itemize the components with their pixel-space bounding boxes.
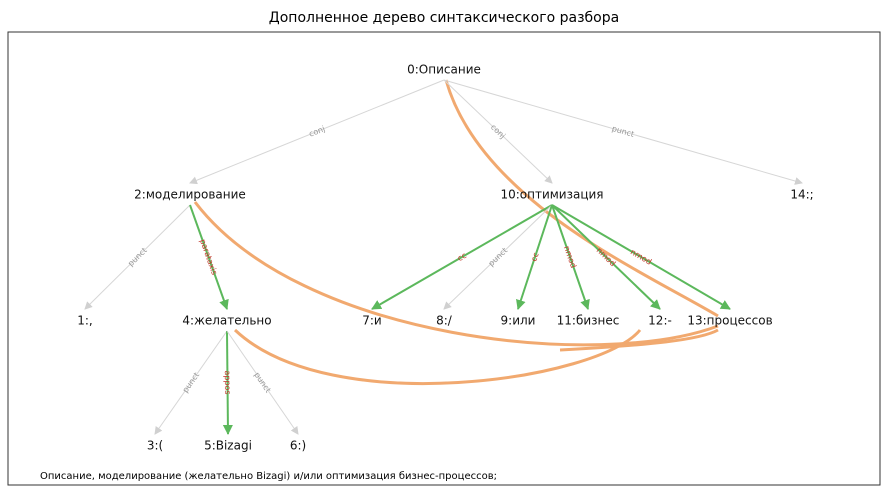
node-label: 13:процессов — [687, 314, 772, 328]
nodes: 0:Описание 1:, 2:моделирование 3:( 4:желател… — [77, 63, 813, 453]
frame — [7, 31, 881, 486]
edge — [443, 79, 553, 184]
edge-label: parataxis — [198, 238, 219, 276]
title: Дополненное дерево синтаксического разбо… — [269, 10, 619, 26]
node-label: 2:моделирование — [134, 188, 246, 202]
edge — [189, 79, 445, 185]
link — [559, 328, 719, 352]
edge — [551, 204, 590, 310]
link — [444, 79, 719, 318]
edge-label: punct — [252, 371, 272, 395]
edge-label: punct — [611, 124, 635, 139]
edge — [551, 204, 661, 310]
node-label: 7:и — [362, 314, 381, 328]
edge — [222, 330, 233, 435]
node-label: 12:- — [648, 314, 672, 328]
edge — [226, 330, 299, 435]
node-label: 5:Bizagi — [204, 439, 252, 453]
node-label: 14:; — [790, 188, 813, 202]
node-label: 0:Описание — [407, 63, 481, 77]
node-label: 9:или — [501, 314, 536, 328]
edge — [443, 79, 803, 185]
edge — [189, 204, 229, 310]
caption: Описание, моделирование (желательно Biza… — [40, 471, 497, 482]
edge-label: punct — [181, 371, 201, 395]
edge-label: conj — [308, 124, 327, 139]
link — [233, 328, 642, 385]
edge-label: appos — [223, 370, 232, 394]
edge-label: cc — [529, 251, 540, 262]
edge — [516, 204, 553, 310]
node-label: 4:желательно — [182, 314, 271, 328]
edge — [84, 204, 191, 310]
node-label: 8:/ — [436, 314, 453, 328]
edge-label: punct — [487, 246, 510, 268]
edge — [154, 330, 228, 435]
link — [193, 201, 719, 347]
edge-label: punct — [126, 246, 149, 268]
node-label: 6:) — [290, 439, 306, 453]
edge — [371, 204, 553, 310]
edge-label: nmod — [629, 247, 653, 266]
node-label: 3:( — [147, 439, 163, 453]
edge — [443, 204, 553, 310]
orange-links — [193, 79, 719, 385]
node-label: 11:бизнес — [557, 314, 620, 328]
edge — [551, 204, 731, 310]
edge-label: cc — [456, 251, 468, 263]
edge-label: nmod — [562, 245, 578, 270]
node-label: 1:, — [77, 314, 93, 328]
node-label: 10:оптимизация — [500, 188, 603, 202]
